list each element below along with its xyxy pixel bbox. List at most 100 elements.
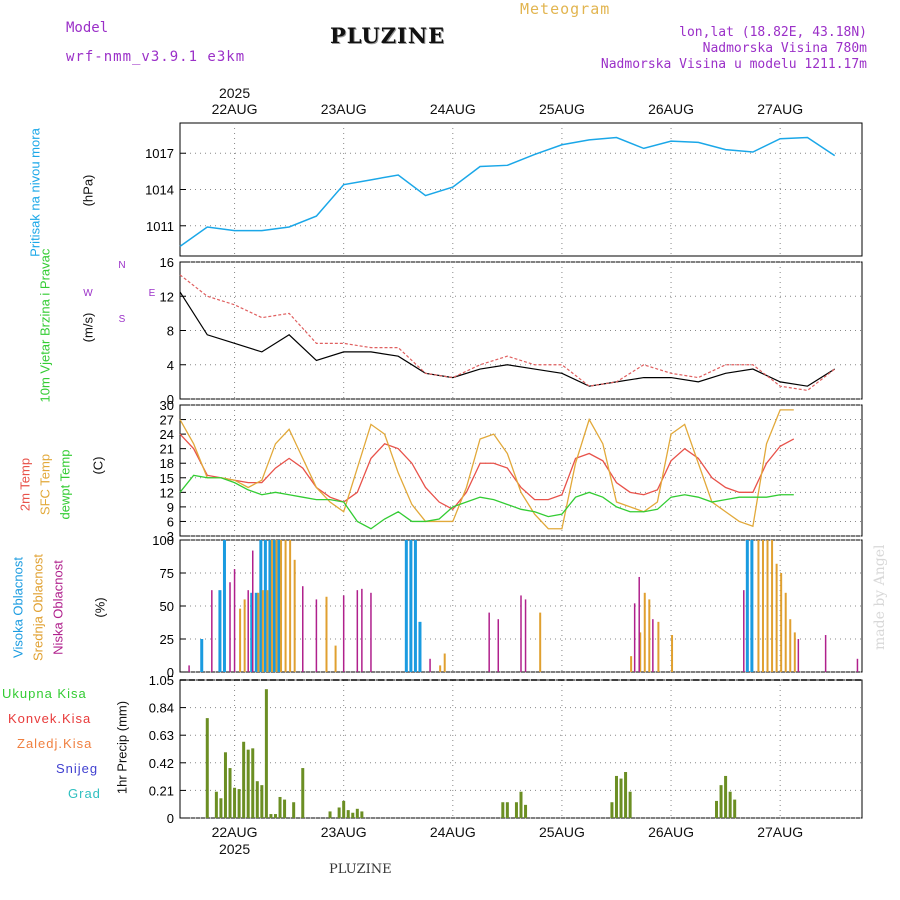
pressure-panel: 1011 1014 1017 (145, 122, 863, 257)
precip-panel: 0 0.21 0.42 0.63 0.84 1.05 (149, 673, 863, 826)
precip-bar (301, 768, 305, 818)
bottom-year-label: 2025 (219, 841, 250, 857)
low-cloud-bar (856, 658, 859, 672)
conv-precip-legend: Konvek.Kisa (8, 711, 92, 726)
panel-frame (179, 404, 863, 537)
high-cloud-bar (263, 540, 267, 672)
precip-bar (519, 791, 523, 818)
y-tick-label: 100 (152, 533, 174, 548)
precip-bar (246, 749, 250, 818)
precip-bar (733, 799, 737, 818)
low-cloud-bar (361, 588, 363, 672)
precip-bar (610, 802, 614, 818)
high-cloud-bar (418, 621, 422, 672)
precip-bar (514, 802, 518, 818)
precip-bar (269, 814, 273, 818)
low-cloud-bar (524, 599, 527, 672)
high-cloud-bar (250, 592, 254, 672)
precip-bar (255, 781, 259, 818)
y-tick-label: 18 (160, 456, 174, 471)
precip-bar (624, 772, 628, 818)
low-cloud-bar (251, 550, 254, 672)
y-tick-label: 30 (160, 398, 174, 413)
top-year-label: 2025 (219, 85, 250, 101)
precip-bar (233, 787, 237, 818)
mid-cloud-bar (275, 540, 278, 672)
precip-bar (292, 802, 296, 818)
y-tick-label: 27 (160, 413, 174, 428)
bottom-date-label: 24AUG (430, 824, 476, 840)
high-cloud-bar (277, 540, 281, 672)
mid-cloud-bar (780, 573, 783, 672)
y-tick-label: 75 (160, 566, 174, 581)
low-cloud-bar (633, 603, 636, 672)
high-cloud-bar (259, 540, 263, 672)
mid-cloud-bar (757, 540, 760, 672)
mid-cloud-bar (261, 590, 264, 672)
precip-bar (628, 791, 632, 818)
y-tick-label: 1014 (145, 183, 174, 198)
high-cloud-bar (272, 540, 276, 672)
lonlat-label: lon,lat (18.82E, 43.18N) (679, 25, 867, 40)
precip-bar (524, 804, 528, 818)
compass-label: S (119, 314, 126, 325)
mid-cloud-bar (239, 608, 242, 672)
y-tick-label: 0 (167, 811, 174, 826)
high-cloud-bar (404, 540, 408, 672)
precip-bar (260, 785, 264, 818)
wind-gust-line (179, 274, 836, 392)
mid-cloud-bar (289, 540, 292, 672)
precip-bar (273, 814, 277, 818)
mid-cloud-bar (766, 540, 769, 672)
precip-bar (360, 811, 364, 818)
high-cloud-bar (200, 639, 204, 672)
top-date-label: 24AUG (430, 101, 476, 117)
mid-cloud-bar (771, 540, 774, 672)
mid-cloud-bar (639, 632, 642, 672)
mid-cloud-bar (257, 592, 260, 672)
y-tick-label: 15 (160, 471, 174, 486)
product-title: Meteogram (520, 0, 611, 18)
high-cloud-bar (750, 540, 754, 672)
precip-bar (328, 811, 332, 818)
y-tick-label: 0.63 (149, 728, 174, 743)
elevation-label: Nadmorska Visina 780m (702, 41, 867, 56)
precip-bar (728, 791, 732, 818)
precip-bar (619, 778, 623, 818)
mid-cloud-bar (439, 665, 442, 672)
low-cloud-bar (211, 590, 213, 672)
precip-bar (614, 775, 618, 818)
y-tick-label: 9 (167, 500, 174, 515)
low-cloud-bar (520, 595, 522, 672)
high-cloud-bar (745, 540, 749, 672)
precip-bar (242, 741, 246, 818)
temp-2m-line (179, 433, 795, 511)
mid-cloud-bar (280, 540, 283, 672)
temp-sfc-line (179, 409, 794, 530)
precip-bar (237, 789, 241, 818)
low-cloud-bar (743, 590, 745, 672)
precip-bar (219, 798, 223, 818)
x-axis-labels: 22AUG 22AUG 23AUG 23AUG 24AUG 24AUG 25AUG 25AUG… (212, 85, 804, 857)
mid-cloud-bar (657, 621, 660, 672)
y-tick-label: 0 (167, 392, 174, 407)
low-cloud-bar (652, 619, 654, 672)
station-title: PLUZINE (330, 23, 446, 48)
mid-cloud-bar (784, 592, 787, 672)
bottom-date-label: 25AUG (539, 824, 585, 840)
y-tick-label: 6 (167, 514, 174, 529)
y-tick-label: 25 (160, 632, 174, 647)
low-cloud-bar (797, 639, 800, 672)
y-tick-label: 0.84 (149, 701, 174, 716)
y-tick-label: 4 (167, 358, 174, 373)
mid-cloud-bar (630, 656, 633, 672)
precip-bar (346, 810, 350, 818)
snow-legend: Snijeg (56, 761, 99, 776)
bottom-date-label: 23AUG (321, 824, 367, 840)
precip-bar (342, 800, 346, 818)
precip-bar (505, 802, 509, 818)
high-cloud-bar (222, 540, 226, 672)
precip-bar (351, 812, 355, 818)
mid-cloud-bar (266, 590, 269, 672)
